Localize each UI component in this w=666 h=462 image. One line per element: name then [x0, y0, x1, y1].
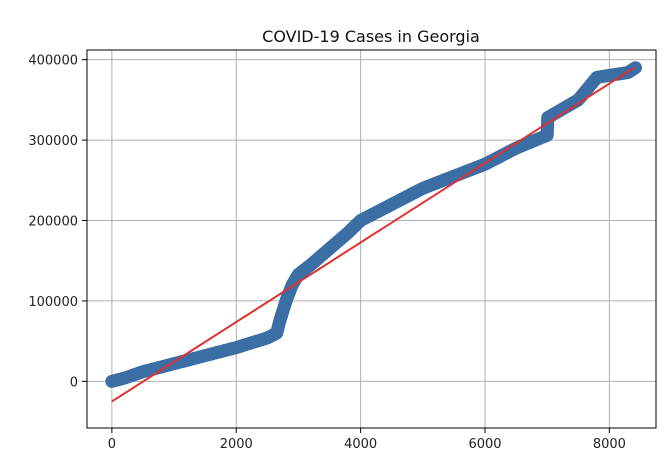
x-tick-label: 8000 — [593, 437, 626, 452]
x-tick-label: 4000 — [344, 437, 377, 452]
y-tick-label: 200000 — [28, 215, 78, 230]
axis-ticks: 0 2000 4000 6000 8000 0 100000 200000 300000 4000… — [28, 54, 626, 452]
y-tick-label: 400000 — [28, 54, 78, 69]
y-tick-label: 100000 — [28, 295, 78, 310]
trend-lines — [111, 66, 635, 403]
x-tick-label: 2000 — [220, 437, 253, 452]
data-point — [628, 61, 642, 75]
y-tick-label: 300000 — [28, 134, 78, 149]
x-tick-label: 6000 — [468, 437, 501, 452]
y-tick-label: 0 — [70, 375, 78, 390]
data-points — [105, 61, 642, 388]
plot-frame — [86, 49, 657, 429]
trend-line — [111, 66, 635, 403]
x-tick-label: 0 — [108, 437, 116, 452]
grid — [87, 50, 656, 428]
chart-title: COVID-19 Cases in Georgia — [262, 27, 480, 46]
